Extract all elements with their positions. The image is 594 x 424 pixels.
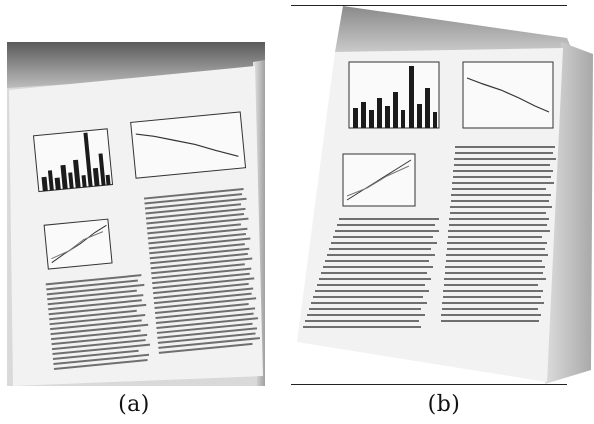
caption-b: (b) — [427, 392, 461, 417]
bar-chart — [348, 61, 440, 129]
warped-top-shadow — [335, 6, 573, 52]
text-column-right — [143, 187, 261, 354]
frame-bottom-line — [291, 384, 567, 385]
text-column-right — [441, 146, 556, 322]
rectified-document-photo — [297, 6, 593, 384]
photo-skewed-page — [7, 42, 265, 386]
skewed-document-photo — [7, 42, 265, 386]
caption-a: (a) — [118, 392, 150, 417]
line-chart-top — [130, 111, 247, 179]
line-chart-top — [462, 61, 554, 129]
text-column-left — [45, 274, 151, 370]
line-chart-small — [43, 218, 113, 270]
bar-chart — [32, 128, 114, 193]
frame-top-line — [291, 5, 567, 6]
top-shadow — [7, 42, 265, 88]
photo-rectified-page — [291, 4, 594, 386]
line-chart-small — [342, 153, 416, 207]
text-column-left — [303, 218, 439, 328]
page-paper — [297, 48, 563, 382]
